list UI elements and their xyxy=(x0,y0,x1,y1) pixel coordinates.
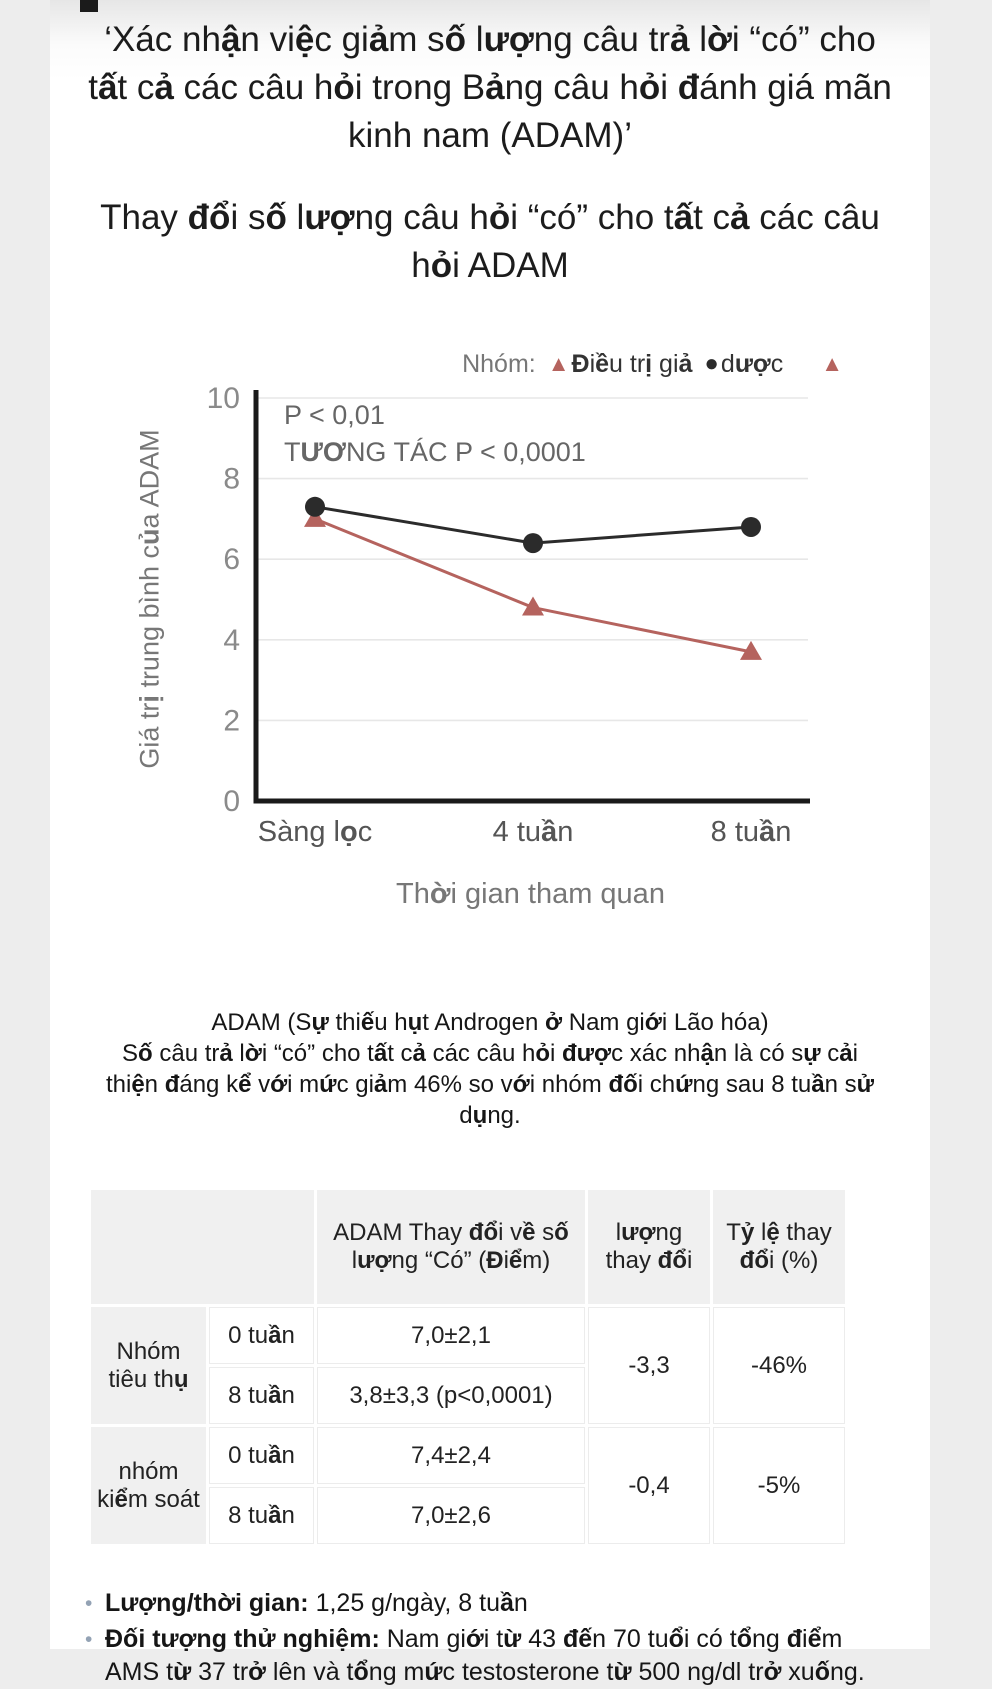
data-point-circle xyxy=(741,516,761,537)
week-cell: 8 tuần xyxy=(209,1367,314,1424)
y-tick-label: 10 xyxy=(207,384,240,415)
note-text: 1,25 g/ngày, 8 tuần xyxy=(308,1589,528,1617)
y-tick-label: 4 xyxy=(223,624,240,657)
circle-marker-icon: ● xyxy=(704,350,719,377)
value-cell: 7,0±2,1 xyxy=(317,1307,585,1364)
table-row: 8 tuần 3,8±3,3 (p<0,0001) xyxy=(91,1367,845,1424)
header-amount-change: lượng thay đổi xyxy=(588,1190,710,1304)
x-tick-label: 8 tuần xyxy=(711,816,792,848)
legend-series-placebo: Điều trị giả xyxy=(571,350,693,378)
group-control: nhóm kiểm soát xyxy=(91,1427,206,1544)
chart-legend: Nhóm: ▲Điều trị giả ●dược ▲ xyxy=(50,350,930,382)
y-axis-label: Giá trị trung bình của ADAM xyxy=(134,429,165,769)
percent-cell: -5% xyxy=(713,1427,845,1544)
y-tick-label: 6 xyxy=(223,543,240,576)
footnotes: Lượng/thời gian: 1,25 g/ngày, 8 tuần Đối… xyxy=(85,1587,930,1689)
y-tick-label: 0 xyxy=(223,785,240,818)
value-cell: 7,0±2,6 xyxy=(317,1487,585,1544)
group-consumption: Nhóm tiêu thụ xyxy=(91,1307,206,1424)
chart-caption: ADAM (Sự thiếu hụt Androgen ở Nam giới L… xyxy=(95,1007,885,1131)
triangle-marker-icon: ▲ xyxy=(821,351,843,376)
header-percent-change: Tỷ lệ thay đổi (%) xyxy=(713,1190,845,1304)
chart-subtitle: Thay đổi số lượng câu hỏi “có” cho tất c… xyxy=(100,198,880,285)
value-cell: 7,4±2,4 xyxy=(317,1427,585,1484)
data-point-triangle xyxy=(304,507,326,527)
list-item: Lượng/thời gian: 1,25 g/ngày, 8 tuần xyxy=(85,1587,885,1620)
header-empty xyxy=(91,1190,314,1304)
table-row: 8 tuần 7,0±2,6 xyxy=(91,1487,845,1544)
interaction-p-annotation: TƯƠNG TÁC P < 0,0001 xyxy=(284,437,586,467)
page-title: ‘Xác nhận việc giảm số lượng câu trả lời… xyxy=(88,20,892,155)
table-row: Nhóm tiêu thụ 0 tuần 7,0±2,1 -3,3 -46% xyxy=(91,1307,845,1424)
top-left-marker xyxy=(80,0,98,12)
y-tick-label: 8 xyxy=(223,463,240,496)
data-point-triangle xyxy=(522,596,544,616)
chart-canvas: 0 2 4 6 8 10 P < 0,01 TƯƠNG TÁC P < 0,0001 Sàng … xyxy=(207,384,810,848)
week-cell: 8 tuần xyxy=(209,1487,314,1544)
x-tick-label: Sàng lọc xyxy=(258,816,372,848)
x-tick-label: 4 tuần xyxy=(493,816,574,848)
legend-series-drug: dược xyxy=(720,350,784,378)
y-tick-label: 2 xyxy=(223,704,240,737)
legend-title: Nhóm: xyxy=(462,350,536,378)
value-cell: 3,8±3,3 (p<0,0001) xyxy=(317,1367,585,1424)
table-header-row: ADAM Thay đổi về số lượng “Có” (Điểm) lư… xyxy=(91,1190,845,1304)
table-row: nhóm kiểm soát 0 tuần 7,4±2,4 -0,4 -5% xyxy=(91,1427,845,1544)
results-table: ADAM Thay đổi về số lượng “Có” (Điểm) lư… xyxy=(88,1187,848,1547)
note-label: Lượng/thời gian: xyxy=(105,1589,309,1617)
x-axis-label: Thời gian tham quan xyxy=(396,878,665,910)
percent-cell: -46% xyxy=(713,1307,845,1424)
p-value-annotation: P < 0,01 xyxy=(284,400,385,430)
change-cell: -0,4 xyxy=(588,1427,710,1544)
data-point-triangle xyxy=(740,640,762,660)
caption-line1: ADAM (Sự thiếu hụt Androgen ở Nam giới L… xyxy=(211,1009,769,1036)
header-adam-change: ADAM Thay đổi về số lượng “Có” (Điểm) xyxy=(317,1190,585,1304)
week-cell: 0 tuần xyxy=(209,1307,314,1364)
data-point-circle xyxy=(523,533,543,554)
list-item: Đối tượng thử nghiệm: Nam giới từ 43 đến… xyxy=(85,1623,885,1689)
triangle-marker-icon: ▲ xyxy=(547,351,570,376)
week-cell: 0 tuần xyxy=(209,1427,314,1484)
caption-line2: Số câu trả lời “có” cho tất cả các câu h… xyxy=(105,1040,875,1129)
line-chart: Giá trị trung bình của ADAM 0 2 4 6 8 10 P < 0… xyxy=(50,384,930,854)
note-label: Đối tượng thử nghiệm: xyxy=(105,1625,380,1653)
data-point-circle xyxy=(305,496,325,517)
page: ‘Xác nhận việc giảm số lượng câu trả lời… xyxy=(50,0,930,1686)
change-cell: -3,3 xyxy=(588,1307,710,1424)
